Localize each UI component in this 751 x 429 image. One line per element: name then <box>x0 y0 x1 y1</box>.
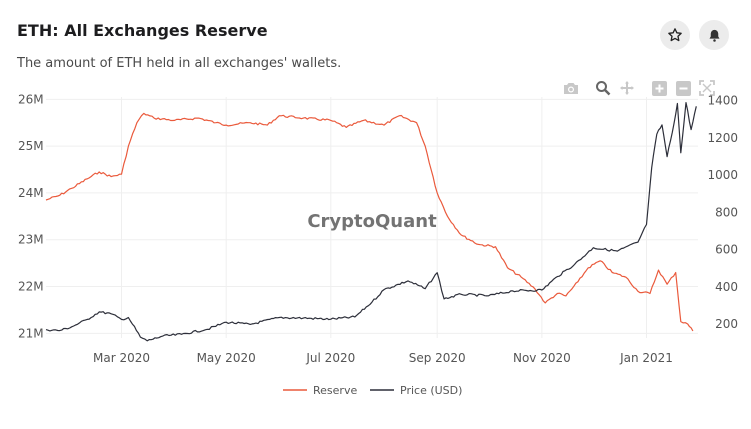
y-left-tick-label: 25M <box>18 139 44 153</box>
watermark: CryptoQuant <box>307 211 437 232</box>
price-line <box>45 102 697 342</box>
camera-button[interactable] <box>562 79 580 97</box>
bell-icon <box>709 29 719 42</box>
x-tick-label: Jan 2021 <box>619 351 673 365</box>
legend-item-price[interactable]: Price (USD) <box>370 384 462 397</box>
series-lines <box>45 102 697 342</box>
y-right-tick-label: 800 <box>715 205 738 219</box>
legend-label-price: Price (USD) <box>400 384 462 397</box>
y-left-tick-label: 21M <box>18 326 44 340</box>
zoom-out-button[interactable] <box>674 79 692 97</box>
zoom-icon <box>596 81 611 96</box>
camera-icon <box>564 83 578 94</box>
y-right-tick-label: 1000 <box>707 168 738 182</box>
grid-lines <box>46 97 698 338</box>
x-tick-label: Nov 2020 <box>513 351 571 365</box>
autoscale-button[interactable] <box>698 79 716 97</box>
y-right-tick-label: 400 <box>715 280 738 294</box>
legend: Reserve Price (USD) <box>283 384 462 397</box>
x-tick-label: Sep 2020 <box>409 351 466 365</box>
y-left-tick-label: 24M <box>18 186 44 200</box>
y-left-tick-label: 23M <box>18 233 44 247</box>
x-tick-label: May 2020 <box>197 351 256 365</box>
autoscale-icon <box>699 80 715 96</box>
pan-icon <box>620 81 634 95</box>
legend-label-reserve: Reserve <box>313 384 357 397</box>
reserve-line <box>45 112 694 332</box>
legend-item-reserve[interactable]: Reserve <box>283 384 357 397</box>
zoom-out-icon <box>675 80 691 96</box>
zoom-button[interactable] <box>594 79 612 97</box>
star-icon <box>668 28 682 42</box>
favorite-button[interactable] <box>660 20 690 50</box>
x-tick-label: Mar 2020 <box>93 351 150 365</box>
zoom-in-button[interactable] <box>650 79 668 97</box>
y-left-tick-label: 22M <box>18 280 44 294</box>
pan-button[interactable] <box>618 79 636 97</box>
y-right-tick-label: 600 <box>715 243 738 257</box>
page-subtitle: The amount of ETH held in all exchanges'… <box>17 56 342 71</box>
left-axis-ticks: 21M 22M 23M 24M 25M 26M <box>18 92 44 340</box>
y-right-tick-label: 200 <box>715 317 738 331</box>
x-tick-label: Jul 2020 <box>305 351 355 365</box>
x-axis-ticks: Mar 2020 May 2020 Jul 2020 Sep 2020 Nov 2020… <box>93 351 673 365</box>
page-title: ETH: All Exchanges Reserve <box>17 21 268 40</box>
alert-button[interactable] <box>699 20 729 50</box>
y-left-tick-label: 26M <box>18 92 44 106</box>
y-right-tick-label: 1200 <box>707 131 738 145</box>
zoom-in-icon <box>651 80 667 96</box>
